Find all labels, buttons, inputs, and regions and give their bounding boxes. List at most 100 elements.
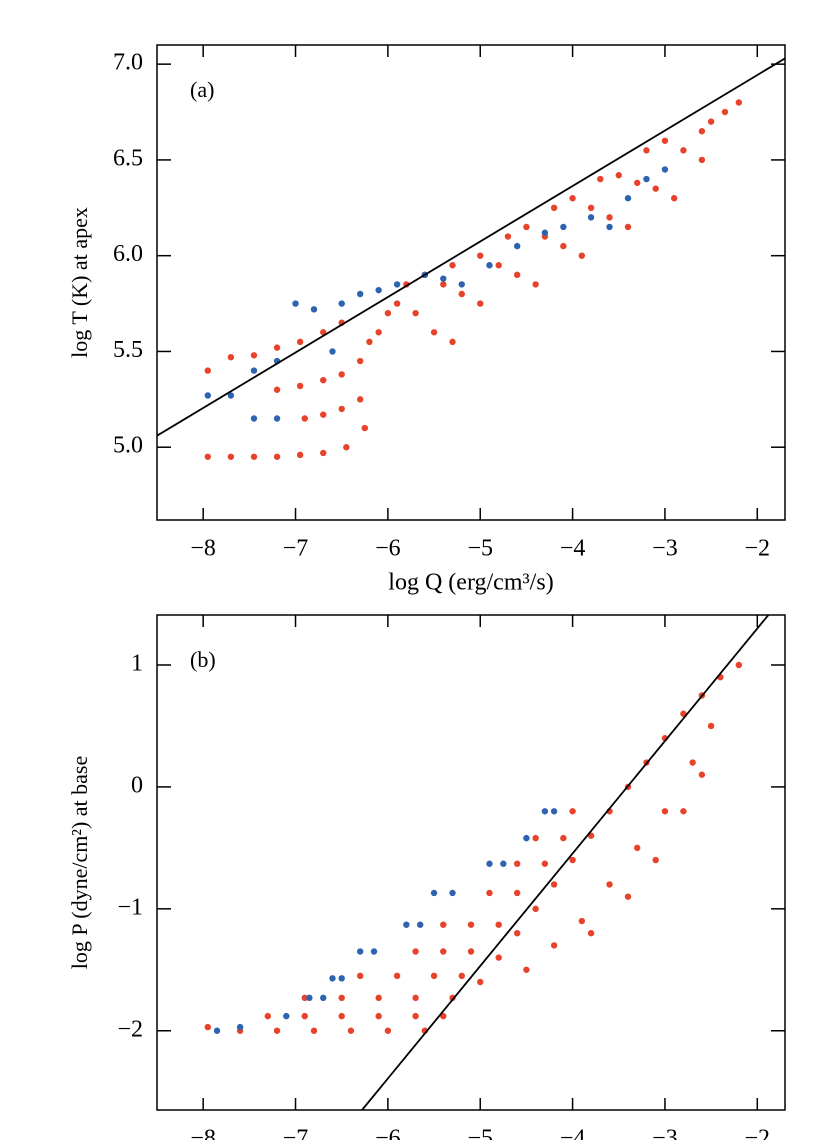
point — [250, 415, 258, 422]
point — [735, 99, 743, 106]
point — [624, 893, 632, 900]
point — [250, 367, 258, 374]
point — [204, 367, 211, 374]
point — [486, 860, 493, 867]
point — [661, 808, 669, 815]
point — [513, 271, 521, 279]
point — [412, 309, 419, 317]
point — [393, 972, 401, 980]
point — [477, 978, 484, 986]
point — [338, 371, 345, 378]
point — [578, 917, 586, 925]
point — [532, 905, 539, 913]
point — [513, 889, 521, 897]
point — [375, 1012, 382, 1020]
point — [301, 994, 308, 1002]
point — [707, 722, 715, 730]
point — [273, 1027, 281, 1034]
point — [721, 108, 729, 116]
point — [273, 386, 281, 393]
point — [370, 948, 378, 955]
x-tick-label: −8 — [190, 536, 216, 562]
point — [477, 300, 484, 307]
plot-area — [157, 57, 785, 460]
point — [361, 424, 368, 432]
point — [306, 994, 313, 1002]
point — [430, 329, 438, 336]
point — [393, 281, 401, 288]
x-tick-label: −3 — [652, 1126, 678, 1140]
fit-line — [157, 57, 785, 437]
point — [550, 942, 558, 949]
point — [375, 994, 382, 1002]
point — [384, 1027, 392, 1034]
point — [393, 300, 401, 307]
point — [375, 329, 382, 336]
point — [523, 223, 530, 231]
point — [449, 994, 456, 1002]
point — [495, 262, 502, 269]
point — [320, 994, 327, 1002]
point — [643, 175, 650, 183]
y-tick-label: 5.5 — [113, 337, 143, 363]
point — [523, 834, 530, 842]
point — [204, 392, 211, 399]
point — [412, 948, 419, 955]
point — [560, 834, 567, 842]
point — [227, 353, 235, 361]
point — [338, 405, 345, 413]
point — [449, 262, 456, 269]
point — [495, 954, 502, 961]
point — [661, 137, 669, 144]
x-tick-label: −7 — [283, 1126, 309, 1140]
x-tick-label: −5 — [467, 536, 493, 562]
point — [467, 948, 475, 955]
point — [347, 1027, 355, 1034]
point — [296, 382, 304, 390]
point — [264, 1012, 272, 1020]
point — [338, 994, 345, 1002]
fit-line — [361, 615, 770, 1110]
point — [587, 204, 595, 212]
point — [204, 1023, 211, 1031]
point — [320, 376, 327, 384]
point — [513, 242, 521, 250]
point — [550, 881, 558, 888]
point — [541, 229, 549, 236]
point — [477, 252, 484, 259]
y-tick-label: −2 — [117, 1016, 143, 1042]
point — [430, 972, 438, 980]
y-axis-label: log P (dyne/cm²) at base — [67, 756, 92, 970]
point — [680, 147, 687, 154]
point — [273, 453, 281, 460]
point — [329, 975, 336, 982]
point — [356, 972, 364, 980]
plot-area — [204, 615, 770, 1110]
point — [541, 808, 549, 815]
point — [458, 281, 465, 288]
point — [615, 172, 622, 179]
y-tick-label: 5.0 — [113, 433, 143, 459]
point — [513, 860, 521, 867]
point — [417, 921, 424, 928]
point — [320, 449, 327, 457]
point — [495, 921, 502, 928]
point — [513, 930, 521, 937]
point — [250, 453, 258, 460]
x-tick-label: −6 — [375, 1126, 401, 1140]
point — [550, 204, 558, 212]
y-tick-label: 1 — [131, 650, 143, 676]
x-tick-label: −6 — [375, 536, 401, 562]
point — [301, 415, 308, 422]
y-tick-label: 6.0 — [113, 241, 143, 267]
point — [301, 1012, 308, 1020]
point — [412, 1012, 419, 1020]
point — [310, 306, 318, 313]
x-tick-label: −7 — [283, 536, 309, 562]
point — [375, 286, 382, 294]
point — [320, 411, 327, 418]
x-tick-label: −2 — [745, 1126, 771, 1140]
y-tick-label: 7.0 — [113, 50, 143, 76]
